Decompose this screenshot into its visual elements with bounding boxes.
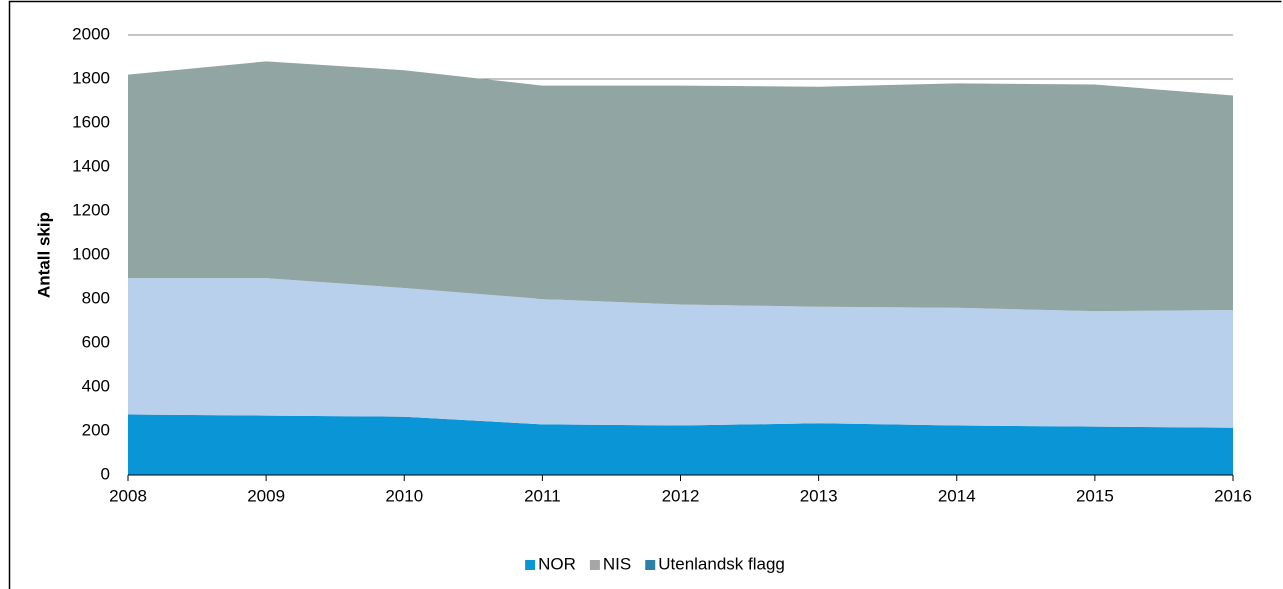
- y-tick-label: 0: [101, 464, 110, 483]
- y-tick-label: 2000: [72, 24, 110, 43]
- y-tick-label: 800: [82, 288, 110, 307]
- legend-swatch: [645, 560, 656, 570]
- x-tick-label: 2014: [938, 486, 976, 505]
- y-tick-label: 600: [82, 332, 110, 351]
- frame: [8, 0, 1282, 589]
- legend: NOR NIS Utenlandsk flagg: [525, 554, 785, 573]
- y-tick-label: 1800: [72, 68, 110, 87]
- legend-label: Utenlandsk flagg: [658, 554, 785, 573]
- x-tick-label: 2011: [524, 486, 561, 505]
- y-tick-label: 1600: [72, 112, 110, 131]
- legend-label: NIS: [603, 554, 631, 573]
- x-tick-label: 2009: [247, 486, 285, 505]
- y-tick-label: 400: [82, 376, 110, 395]
- y-tick-label: 1200: [72, 200, 110, 219]
- x-tick-label: 2013: [800, 486, 838, 505]
- legend-swatch: [589, 560, 600, 570]
- area: [128, 61, 1233, 312]
- legend-swatch: [525, 560, 536, 570]
- x-tick-label: 2015: [1076, 486, 1114, 505]
- y-axis-label: Antall skip: [34, 212, 53, 298]
- x-tick-label: 2016: [1214, 486, 1252, 505]
- y-tick-label: 1000: [72, 244, 110, 263]
- x-tick-label: 2008: [109, 486, 147, 505]
- y-tick-label: 200: [82, 420, 110, 439]
- legend-label: NOR: [538, 554, 576, 573]
- area: [128, 278, 1233, 428]
- x-tick-label: 2012: [662, 486, 700, 505]
- area: [128, 414, 1233, 475]
- x-tick-label: 2010: [385, 486, 423, 505]
- y-tick-label: 1400: [72, 156, 110, 175]
